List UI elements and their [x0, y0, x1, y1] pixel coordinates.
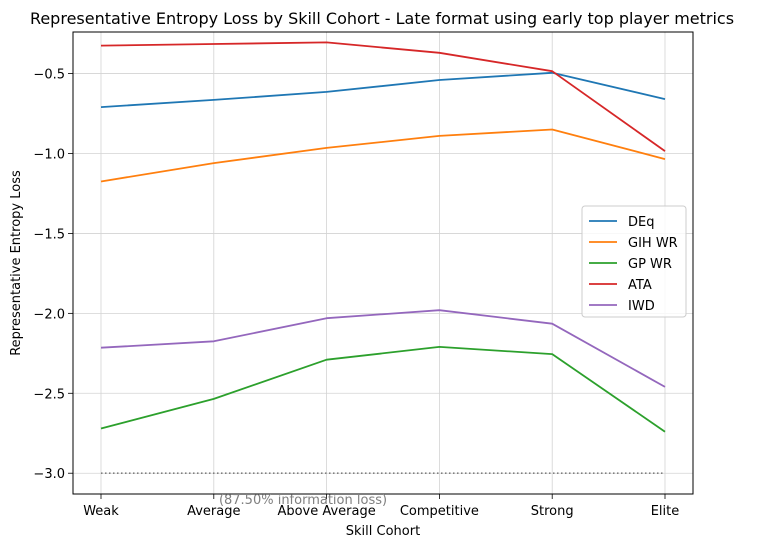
y-tick-label: −1.5: [33, 227, 65, 242]
legend-label-iwd: IWD: [628, 299, 655, 314]
x-tick-label: Average: [187, 504, 240, 519]
series-line-iwd: [100, 309, 666, 388]
x-tick-label: Competitive: [400, 504, 479, 519]
x-axis-label: Skill Cohort: [346, 524, 420, 539]
y-tick-label: −2.0: [33, 307, 65, 322]
y-axis-label: Representative Entropy Loss: [9, 170, 24, 356]
series-line-gih-wr: [100, 128, 666, 183]
series-line-ata: [100, 41, 666, 152]
legend-label-ata: ATA: [628, 278, 652, 293]
x-tick-label: Strong: [531, 504, 574, 519]
series-lines: [100, 41, 666, 433]
x-tick-label: Weak: [83, 504, 119, 519]
series-line-deq: [100, 71, 666, 108]
series-line-gp-wr: [100, 345, 666, 433]
legend-label-gp-wr: GP WR: [628, 257, 672, 272]
y-tick-label: −0.5: [33, 68, 65, 83]
legend-box: [581, 205, 687, 318]
info-loss-annotation: (87.50% information loss): [219, 493, 387, 508]
x-tick-label: Above Average: [277, 504, 375, 519]
y-tick-label: −2.5: [33, 387, 65, 402]
y-tick-label: −1.0: [33, 147, 65, 162]
x-tick-label: Elite: [651, 504, 680, 519]
legend-label-gih-wr: GIH WR: [628, 236, 678, 251]
axis-ticks: Weak Average Above Average Competitive Stron…: [33, 68, 679, 519]
plot-frame: [72, 31, 694, 495]
y-tick-label: −3.0: [33, 467, 65, 482]
chart-title: Representative Entropy Loss by Skill Coh…: [30, 9, 734, 28]
legend-label-deq: DEq: [628, 215, 654, 230]
legend: DEq GIH WR GP WR ATA IWD: [581, 205, 687, 318]
